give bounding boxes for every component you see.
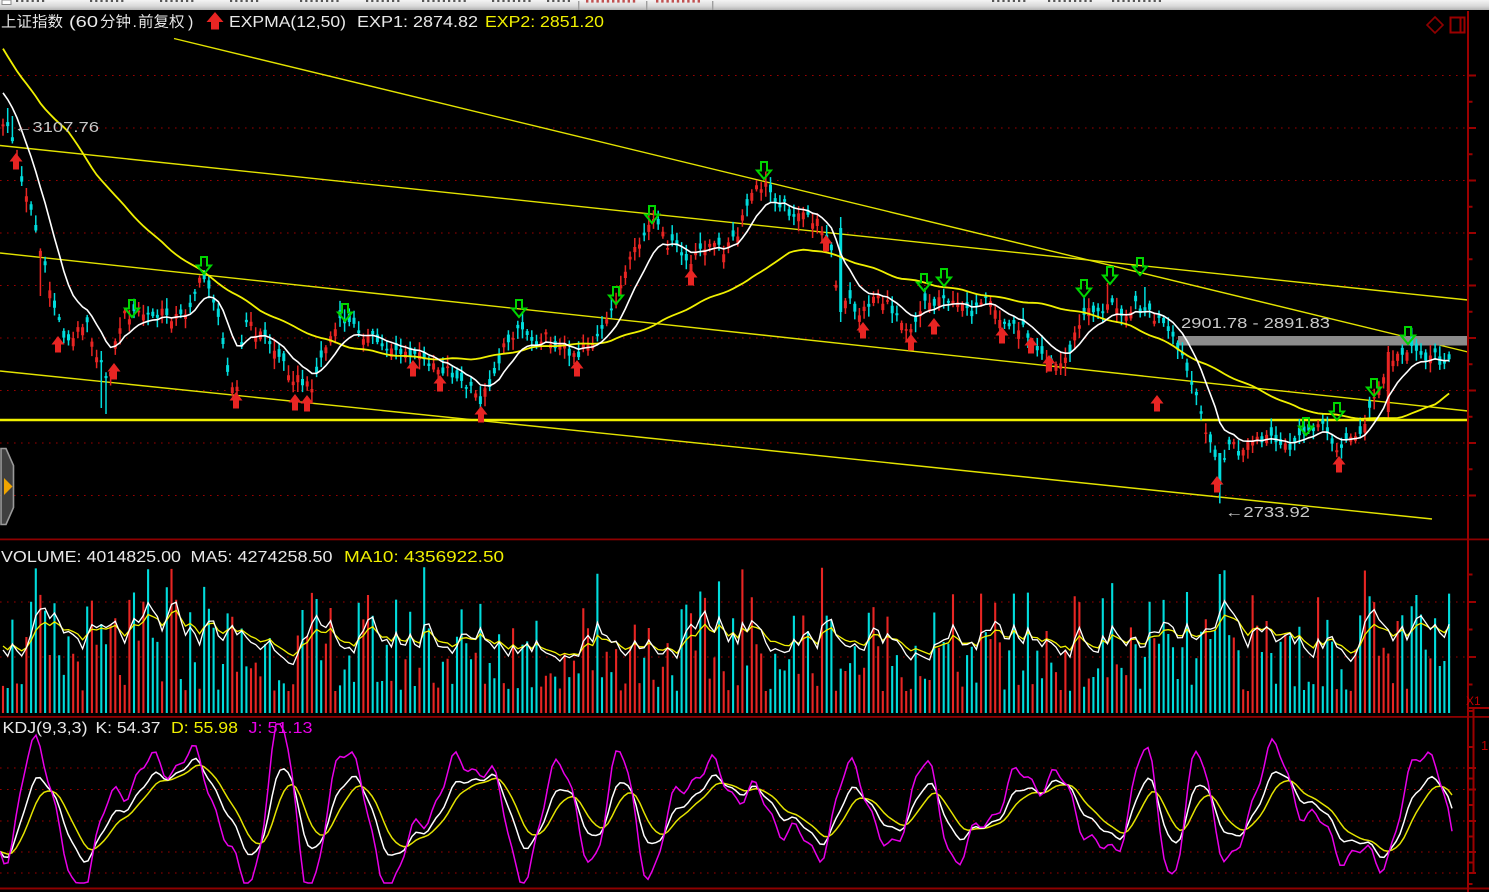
svg-text:J: 51.13: J: 51.13 bbox=[249, 720, 313, 737]
svg-text:K: 54.37: K: 54.37 bbox=[96, 720, 161, 737]
svg-text:←3107.76: ←3107.76 bbox=[14, 120, 99, 136]
svg-text:MA10: 4356922.50: MA10: 4356922.50 bbox=[344, 549, 504, 566]
svg-text:1: 1 bbox=[1481, 738, 1488, 753]
svg-text:X1: X1 bbox=[1466, 694, 1481, 708]
svg-text:←2733.92: ←2733.92 bbox=[1225, 505, 1310, 521]
svg-text:MA5: 4274258.50: MA5: 4274258.50 bbox=[191, 549, 333, 566]
svg-text:KDJ(9,3,3): KDJ(9,3,3) bbox=[3, 720, 88, 737]
svg-text:EXPMA(12,50): EXPMA(12,50) bbox=[229, 14, 346, 31]
svg-text:VOLUME: 4014825.00: VOLUME: 4014825.00 bbox=[1, 549, 181, 566]
svg-text:.: . bbox=[133, 14, 137, 31]
svg-text:): ) bbox=[188, 14, 193, 31]
svg-text:EXP2: 2851.20: EXP2: 2851.20 bbox=[485, 14, 604, 31]
svg-text:(60: (60 bbox=[69, 14, 98, 31]
svg-text:D: 55.98: D: 55.98 bbox=[171, 720, 238, 737]
svg-text:EXP1: 2874.82: EXP1: 2874.82 bbox=[357, 14, 478, 31]
svg-text:2901.78 - 2891.83: 2901.78 - 2891.83 bbox=[1181, 316, 1330, 332]
